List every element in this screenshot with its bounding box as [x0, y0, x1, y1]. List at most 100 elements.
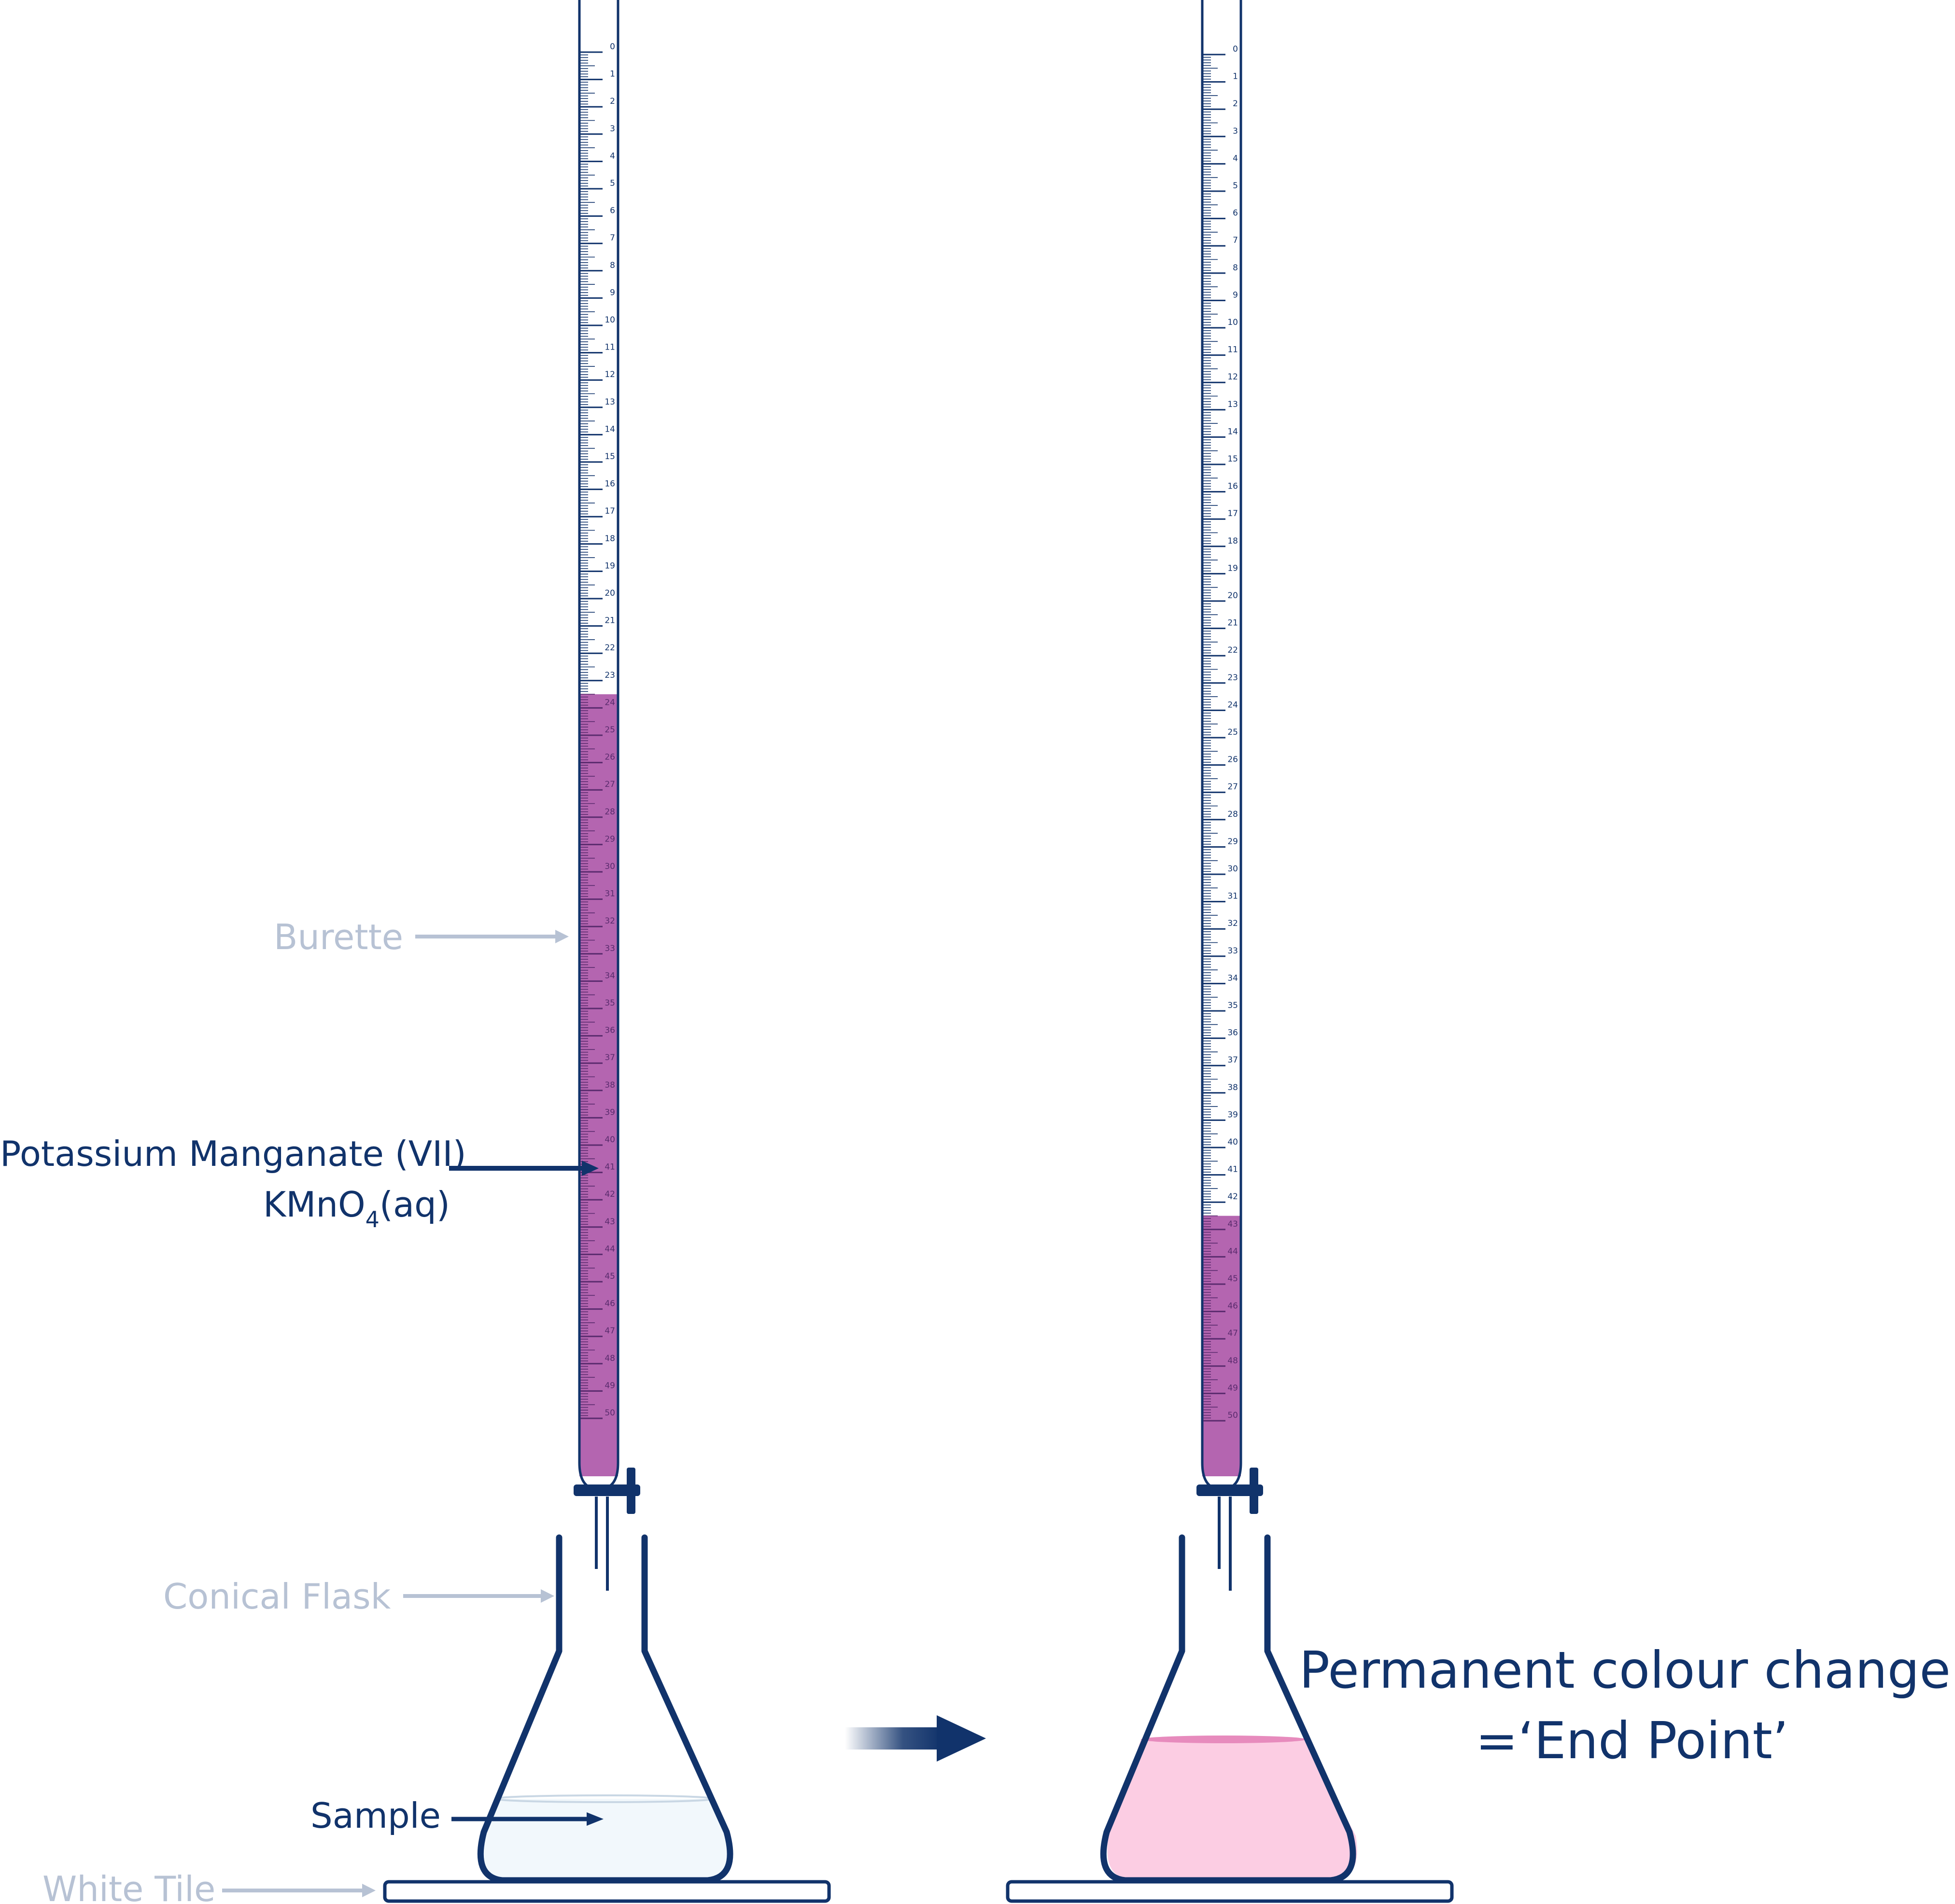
endpoint-liquid — [1107, 1739, 1357, 1879]
label-reagent: Potassium Manganate (VII) KMnO4(aq) — [0, 1134, 599, 1232]
scale-number: 2 — [610, 97, 615, 106]
scale-number: 22 — [1227, 645, 1238, 655]
scale-number: 44 — [605, 1244, 615, 1254]
scale-number: 7 — [1233, 236, 1238, 245]
result-line-1: Permanent colour change — [1299, 1641, 1951, 1700]
white-tile-after — [1006, 1880, 1454, 1903]
label-conical-flask: Conical Flask — [163, 1576, 554, 1617]
scale-number: 11 — [1227, 345, 1238, 355]
conical-flask-label: Conical Flask — [163, 1576, 391, 1617]
scale-number: 33 — [1227, 946, 1238, 956]
scale-number: 17 — [605, 506, 615, 516]
scale-number: 36 — [605, 1026, 615, 1036]
scale-number: 14 — [605, 424, 615, 434]
burette-scale-before: 0123456789101112131415161718192021222324… — [580, 42, 615, 1419]
scale-number: 28 — [605, 807, 615, 817]
scale-number: 33 — [605, 944, 615, 953]
scale-number: 46 — [605, 1299, 615, 1309]
scale-number: 0 — [610, 42, 615, 52]
scale-number: 18 — [1227, 536, 1238, 546]
scale-number: 32 — [1227, 919, 1238, 928]
label-end-point: Permanent colour change =‘End Point’ — [1299, 1641, 1951, 1770]
scale-number: 10 — [1227, 318, 1238, 327]
scale-number: 20 — [605, 588, 615, 598]
scale-number: 15 — [1227, 454, 1238, 464]
scale-number: 0 — [1233, 44, 1238, 54]
burette-after: 0123456789101112131415161718192021222324… — [1196, 0, 1263, 1591]
scale-number: 5 — [1233, 181, 1238, 191]
burette-before: 0123456789101112131415161718192021222324… — [574, 0, 640, 1591]
endpoint-surface — [1141, 1736, 1306, 1743]
scale-number: 4 — [610, 151, 615, 161]
apparatus-before: 0123456789101112131415161718192021222324… — [383, 0, 831, 1903]
scale-number: 35 — [1227, 1001, 1238, 1010]
scale-number: 23 — [1227, 673, 1238, 683]
scale-number: 30 — [605, 862, 615, 871]
burette-scale-after: 0123456789101112131415161718192021222324… — [1203, 44, 1238, 1422]
scale-number: 21 — [1227, 618, 1238, 628]
sample-liquid — [480, 1799, 731, 1879]
progress-arrow — [845, 1715, 986, 1762]
burette-label: Burette — [274, 917, 403, 957]
scale-number: 44 — [1227, 1246, 1238, 1256]
scale-number: 3 — [1233, 126, 1238, 136]
scale-number: 49 — [1227, 1383, 1238, 1393]
scale-number: 8 — [610, 261, 615, 270]
scale-number: 27 — [605, 780, 615, 789]
label-burette: Burette pointer-arrow — [274, 917, 569, 957]
scale-number: 45 — [605, 1272, 615, 1281]
scale-number: 21 — [605, 616, 615, 626]
result-line-2: =‘End Point’ — [1476, 1711, 1788, 1770]
scale-number: 9 — [1233, 290, 1238, 300]
scale-number: 31 — [605, 889, 615, 899]
scale-number: 42 — [605, 1190, 615, 1199]
scale-number: 25 — [1227, 728, 1238, 737]
scale-number: 3 — [610, 124, 615, 134]
scale-number: 38 — [605, 1080, 615, 1090]
burette-tap-after[interactable] — [1196, 1484, 1263, 1496]
scale-number: 26 — [1227, 755, 1238, 765]
scale-number: 48 — [605, 1354, 615, 1363]
scale-number: 16 — [1227, 482, 1238, 491]
scale-number: 9 — [610, 288, 615, 297]
scale-number: 17 — [1227, 509, 1238, 518]
scale-number: 24 — [1227, 700, 1238, 710]
scale-number: 16 — [605, 479, 615, 489]
scale-number: 7 — [610, 233, 615, 243]
white-tile-before — [383, 1880, 831, 1903]
scale-number: 45 — [1227, 1274, 1238, 1284]
scale-number: 12 — [605, 370, 615, 379]
scale-number: 19 — [605, 561, 615, 571]
scale-number: 37 — [605, 1053, 615, 1063]
scale-number: 40 — [1227, 1137, 1238, 1147]
scale-number: 15 — [605, 452, 615, 462]
scale-number: 11 — [605, 343, 615, 352]
scale-number: 39 — [605, 1107, 615, 1117]
scale-number: 18 — [605, 534, 615, 544]
scale-number: 31 — [1227, 892, 1238, 901]
scale-number: 22 — [605, 643, 615, 653]
burette-tap-before[interactable] — [574, 1484, 640, 1496]
scale-number: 39 — [1227, 1110, 1238, 1120]
scale-number: 29 — [1227, 837, 1238, 846]
scale-number: 6 — [610, 206, 615, 216]
scale-number: 4 — [1233, 154, 1238, 163]
scale-number: 2 — [1233, 99, 1238, 109]
white-tile-label: White Tile — [42, 1869, 215, 1904]
scale-number: 30 — [1227, 864, 1238, 874]
scale-number: 24 — [605, 698, 615, 707]
scale-number: 43 — [1227, 1219, 1238, 1229]
scale-number: 34 — [1227, 973, 1238, 983]
scale-number: 50 — [605, 1408, 615, 1418]
scale-number: 10 — [605, 315, 615, 325]
scale-number: 20 — [1227, 591, 1238, 601]
scale-number: 25 — [605, 725, 615, 735]
label-white-tile: White Tile — [42, 1869, 376, 1904]
scale-number: 36 — [1227, 1028, 1238, 1038]
scale-number: 43 — [605, 1217, 615, 1227]
scale-number: 6 — [1233, 209, 1238, 218]
scale-number: 47 — [1227, 1329, 1238, 1338]
scale-number: 8 — [1233, 263, 1238, 273]
scale-number: 48 — [1227, 1356, 1238, 1366]
